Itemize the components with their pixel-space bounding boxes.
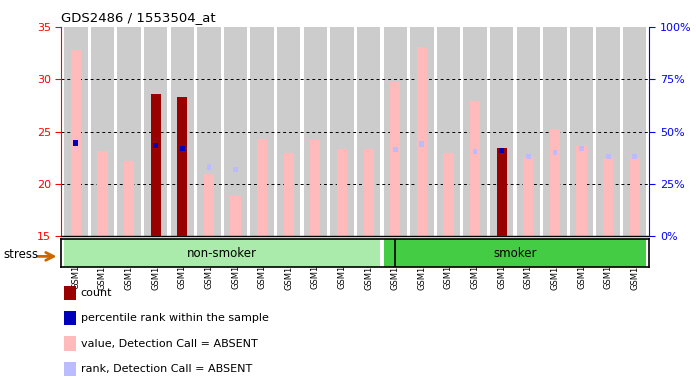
Bar [177, 97, 187, 236]
Bar [570, 27, 593, 236]
Bar [543, 27, 567, 236]
Bar [497, 148, 507, 236]
Bar [526, 154, 530, 159]
Bar [603, 158, 613, 236]
Bar [180, 146, 184, 151]
Bar [499, 148, 504, 153]
Bar [230, 196, 241, 236]
Bar [233, 167, 238, 172]
Bar [144, 27, 168, 236]
Bar [124, 161, 134, 236]
Bar [464, 27, 487, 236]
Bar [331, 27, 354, 236]
Bar [204, 174, 214, 236]
Bar [303, 27, 327, 236]
Bar [207, 164, 212, 170]
Text: percentile rank within the sample: percentile rank within the sample [81, 313, 269, 323]
Bar [118, 27, 141, 236]
Text: GDS2486 / 1553504_at: GDS2486 / 1553504_at [61, 11, 216, 24]
Bar [499, 148, 504, 153]
Bar [516, 27, 540, 236]
Bar [383, 27, 407, 236]
Bar [257, 139, 267, 236]
Text: non-smoker: non-smoker [187, 247, 258, 260]
Bar [630, 158, 640, 236]
Bar [180, 146, 184, 151]
Bar [64, 286, 76, 300]
Bar [97, 151, 108, 236]
Bar [497, 148, 507, 236]
Bar [64, 311, 76, 326]
Text: rank, Detection Call = ABSENT: rank, Detection Call = ABSENT [81, 364, 252, 374]
Bar [90, 27, 114, 236]
Bar [153, 142, 158, 148]
Bar [473, 149, 477, 154]
Bar [64, 239, 380, 267]
Text: smoker: smoker [493, 247, 537, 260]
Bar [74, 141, 78, 146]
Bar [623, 27, 647, 236]
Bar [177, 97, 187, 236]
Bar [490, 27, 514, 236]
Bar [284, 154, 294, 236]
Bar [443, 154, 454, 236]
Bar [251, 27, 274, 236]
Bar [277, 27, 301, 236]
Bar [523, 157, 533, 236]
Bar [337, 149, 347, 236]
Bar [150, 94, 161, 236]
Bar [153, 142, 158, 148]
Bar [71, 50, 81, 236]
Bar [150, 94, 161, 236]
Bar [417, 47, 427, 236]
Bar [64, 27, 88, 236]
Text: value, Detection Call = ABSENT: value, Detection Call = ABSENT [81, 339, 258, 349]
Bar [64, 362, 76, 376]
Bar [579, 146, 584, 151]
Bar [606, 154, 610, 159]
Bar [363, 149, 374, 236]
Bar [410, 27, 434, 236]
Bar [420, 141, 425, 147]
Bar [383, 239, 647, 267]
Bar [393, 147, 397, 152]
Bar [64, 336, 76, 351]
Bar [576, 145, 587, 236]
Text: stress: stress [3, 248, 38, 261]
Bar [224, 27, 247, 236]
Bar [550, 129, 560, 236]
Bar [633, 154, 637, 159]
Bar [470, 101, 480, 236]
Bar [390, 82, 400, 236]
Bar [171, 27, 194, 236]
Bar [357, 27, 380, 236]
Bar [310, 140, 320, 236]
Text: count: count [81, 288, 112, 298]
Bar [197, 27, 221, 236]
Bar [596, 27, 620, 236]
Bar [436, 27, 460, 236]
Bar [74, 141, 78, 146]
Bar [553, 150, 557, 155]
